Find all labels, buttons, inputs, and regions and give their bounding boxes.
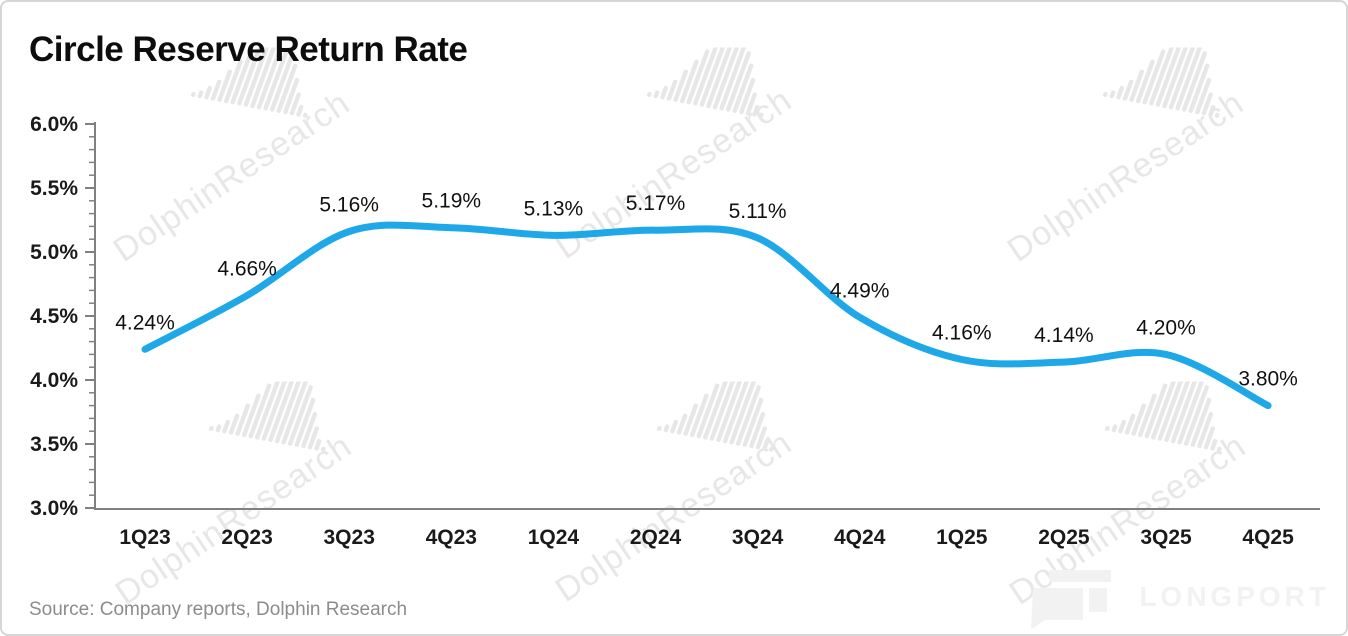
x-tick-label: 4Q25: [1242, 526, 1294, 549]
page-title: Circle Reserve Return Rate: [29, 30, 468, 69]
data-label: 5.17%: [626, 192, 686, 215]
brand-watermark: LONGPORT: [1029, 566, 1330, 628]
data-label: 5.19%: [422, 190, 482, 213]
data-label: 5.13%: [524, 197, 584, 220]
longport-logo-icon: [1031, 570, 1112, 628]
series-line-path: [141, 221, 1272, 410]
source-note: Source: Company reports, Dolphin Researc…: [29, 599, 408, 620]
y-tick-label: 3.0%: [30, 497, 78, 520]
data-label: 5.11%: [729, 200, 787, 223]
x-tick-label: 1Q23: [119, 526, 170, 549]
y-tick-label: 4.5%: [30, 305, 78, 328]
x-tick-label: 4Q24: [834, 526, 886, 549]
x-tick-label: 3Q25: [1140, 526, 1192, 549]
y-tick-label: 6.0%: [30, 113, 78, 136]
data-label: 5.16%: [319, 194, 379, 217]
y-tick-label: 3.5%: [30, 433, 78, 456]
data-label: 4.20%: [1136, 316, 1196, 339]
x-tick-label: 1Q25: [936, 526, 988, 549]
data-label: 4.24%: [115, 311, 175, 334]
x-tick-label: 2Q25: [1038, 526, 1090, 549]
y-tick-label: 5.5%: [30, 177, 78, 200]
data-label: 4.49%: [830, 279, 890, 302]
y-tick-label: 5.0%: [30, 241, 78, 264]
data-label: 4.66%: [217, 258, 277, 281]
data-label: 4.14%: [1034, 324, 1094, 347]
x-tick-label: 2Q24: [630, 526, 682, 549]
brand-logo-text: LONGPORT: [1139, 581, 1330, 612]
x-tick-label: 1Q24: [528, 526, 580, 549]
x-tick-label: 3Q24: [732, 526, 784, 549]
x-tick-label: 3Q23: [324, 526, 375, 549]
x-tick-label: 2Q23: [221, 526, 272, 549]
data-label: 3.80%: [1238, 368, 1298, 391]
data-label: 4.16%: [932, 322, 992, 345]
y-tick-label: 4.0%: [30, 369, 78, 392]
x-tick-label: 4Q23: [426, 526, 477, 549]
